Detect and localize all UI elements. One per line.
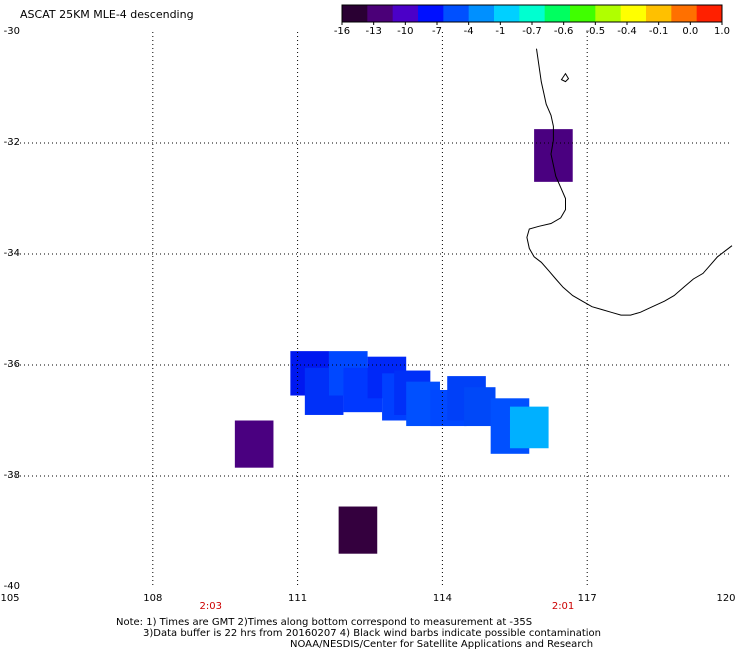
colorbar-segment <box>671 5 698 22</box>
coastline <box>526 48 733 316</box>
pass-time-label: 2:01 <box>551 601 575 612</box>
latitude-label: -40 <box>3 581 20 592</box>
colorbar-segment <box>620 5 647 22</box>
colorbar-segment <box>696 5 723 22</box>
wind-data-cell <box>464 387 496 427</box>
colorbar-tick-label: -0.4 <box>617 26 637 37</box>
pass-time-label: 2:03 <box>199 601 222 612</box>
map-title: ASCAT 25KM MLE-4 descending <box>20 8 194 21</box>
longitude-label: 108 <box>143 593 163 604</box>
colorbar-tick-label: 0.0 <box>682 26 699 37</box>
colorbar-segment <box>468 5 495 22</box>
colorbar-segment <box>342 5 368 22</box>
colorbar-tick-label: -0.1 <box>648 26 669 37</box>
colorbar-tick-label: -0.7 <box>522 26 542 37</box>
colorbar-segment <box>494 5 520 22</box>
colorbar-segment <box>392 5 419 22</box>
wind-data-cell <box>234 420 274 468</box>
longitude-label: 114 <box>432 593 452 604</box>
note-line-1: Note: 1) Times are GMT 2)Times along bot… <box>116 617 533 628</box>
wind-data-cell <box>338 506 378 554</box>
colorbar-segment <box>595 5 622 22</box>
longitude-label: 120 <box>716 593 736 604</box>
colorbar-tick-label: -13 <box>365 26 382 37</box>
colorbar-tick-label: -4 <box>463 26 474 37</box>
colorbar-segment <box>418 5 444 22</box>
colorbar-tick-label: -7 <box>432 26 442 37</box>
longitude-label: 105 <box>0 593 20 604</box>
longitude-label: 111 <box>288 593 308 604</box>
colorbar-tick-label: -0.6 <box>553 26 574 37</box>
note-line-2: 3)Data buffer is 22 hrs from 20160207 4)… <box>143 628 601 639</box>
colorbar-segment <box>519 5 546 22</box>
latitude-label: -38 <box>3 470 20 481</box>
colorbar-segment <box>443 5 470 22</box>
latitude-label: -32 <box>3 137 20 148</box>
colorbar-tick-label: 1.0 <box>714 26 730 37</box>
colorbar-segment <box>570 5 596 22</box>
latitude-label: -36 <box>3 359 20 370</box>
colorbar-tick-label: -16 <box>333 26 351 37</box>
wind-data-cell <box>509 406 549 449</box>
colorbar-tick-label: -10 <box>397 26 414 37</box>
longitude-label: 117 <box>577 593 597 604</box>
colorbar-segment <box>544 5 571 22</box>
colorbar-tick-label: -1 <box>495 26 506 37</box>
colorbar-segment <box>646 5 672 22</box>
latitude-label: -30 <box>3 26 20 37</box>
note-line-3: NOAA/NESDIS/Center for Satellite Applica… <box>290 639 594 650</box>
colorbar-segment <box>367 5 394 22</box>
island-outline <box>560 72 570 83</box>
colorbar-tick-label: -0.5 <box>585 26 606 37</box>
latitude-label: -34 <box>3 248 20 259</box>
